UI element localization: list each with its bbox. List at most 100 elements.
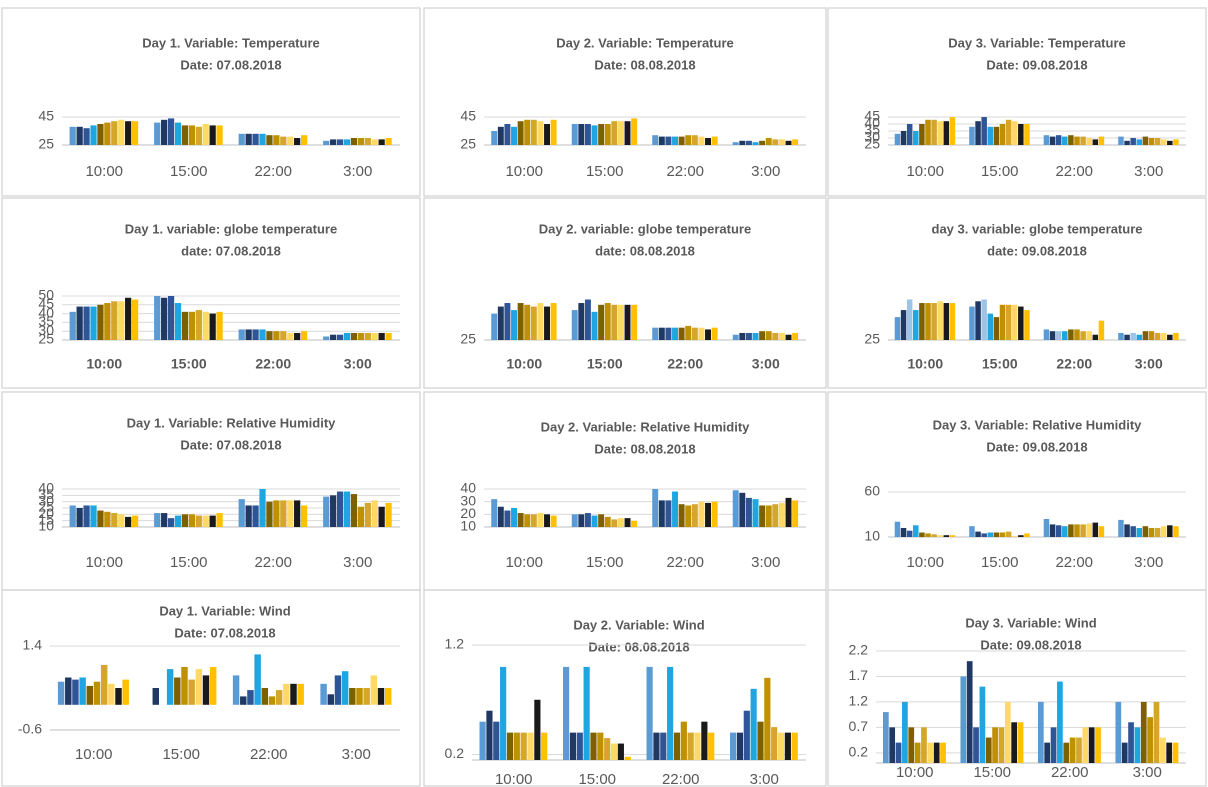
bar xyxy=(739,332,746,340)
bar xyxy=(188,679,195,705)
bar xyxy=(685,325,692,340)
bar xyxy=(357,332,364,340)
bar xyxy=(341,671,349,705)
bar xyxy=(1005,119,1012,145)
bar xyxy=(906,299,913,340)
y-tick-label: 25 xyxy=(38,331,54,347)
bar xyxy=(1173,526,1179,537)
bar xyxy=(1049,136,1056,145)
y-tick-label: 25 xyxy=(460,331,476,347)
bar xyxy=(377,688,385,705)
bar xyxy=(563,666,570,760)
bar xyxy=(1098,136,1105,145)
y-tick-label: 30 xyxy=(460,492,476,508)
bar xyxy=(524,514,531,527)
x-tick-label: 22:00 xyxy=(1056,356,1092,372)
bar xyxy=(118,119,125,145)
bar xyxy=(759,331,766,340)
bar xyxy=(491,131,498,145)
bar xyxy=(597,732,604,760)
bar xyxy=(604,124,611,145)
bar xyxy=(913,131,919,145)
bar xyxy=(1142,136,1149,145)
bar xyxy=(919,532,925,537)
bar xyxy=(69,311,76,340)
bar xyxy=(913,525,919,537)
bar xyxy=(97,124,104,145)
bar xyxy=(280,331,287,340)
y-tick-label: 30 xyxy=(864,129,880,145)
bar xyxy=(1018,535,1024,537)
bar xyxy=(544,306,550,340)
y-tick-label: 40 xyxy=(38,480,54,496)
bar xyxy=(1142,526,1149,537)
bar xyxy=(1134,727,1141,763)
bar xyxy=(506,732,514,760)
bar xyxy=(520,732,527,760)
chart-subtitle: date: 08.08.2018 xyxy=(595,243,695,258)
bar xyxy=(167,118,175,145)
bar xyxy=(100,664,108,705)
bar xyxy=(1062,526,1068,537)
bar xyxy=(1043,135,1050,145)
x-tick-label: 22:00 xyxy=(667,356,703,372)
bar xyxy=(294,138,301,145)
bar xyxy=(925,533,931,537)
bar xyxy=(745,140,752,145)
x-tick-label: 22:00 xyxy=(666,163,704,180)
bar xyxy=(111,121,118,145)
bar xyxy=(791,732,798,760)
x-tick-label: 22:00 xyxy=(254,163,292,180)
bar xyxy=(1160,332,1167,340)
bar xyxy=(517,303,524,340)
bar xyxy=(921,727,927,763)
bar xyxy=(152,688,160,705)
bar xyxy=(1148,331,1155,340)
bar xyxy=(550,515,557,527)
bar xyxy=(1049,524,1056,537)
bar xyxy=(1011,121,1018,145)
bar xyxy=(1128,722,1134,763)
bar xyxy=(732,334,739,340)
x-tick-label: 10:00 xyxy=(85,554,123,571)
chart-subtitle: Date: 09.08.2018 xyxy=(980,637,1081,652)
bar xyxy=(1098,320,1105,340)
bar xyxy=(76,508,83,527)
bar xyxy=(280,500,287,527)
bar xyxy=(764,677,771,760)
bar xyxy=(497,506,504,527)
bar xyxy=(691,135,698,145)
x-tick-label: 3:00 xyxy=(750,771,779,787)
bar xyxy=(960,676,967,763)
bar xyxy=(252,329,259,340)
bar xyxy=(330,495,337,527)
bar xyxy=(1080,136,1086,145)
bar xyxy=(631,520,638,527)
bar xyxy=(591,311,598,340)
bar xyxy=(1153,701,1160,763)
bar xyxy=(993,532,1000,537)
bar xyxy=(584,299,591,340)
bar xyxy=(624,756,631,760)
bar xyxy=(125,297,132,340)
bar xyxy=(544,124,550,145)
bar xyxy=(1076,737,1082,763)
bar xyxy=(698,327,705,340)
chart-subtitle: Date: 07.08.2018 xyxy=(180,57,281,72)
bar xyxy=(705,502,711,527)
y-tick-label: 35 xyxy=(38,486,54,502)
bar xyxy=(611,121,618,145)
bar xyxy=(1136,334,1143,340)
y-tick-label: 30 xyxy=(38,492,54,508)
bar xyxy=(1148,528,1155,537)
bar xyxy=(524,119,531,145)
bar xyxy=(541,732,548,760)
bar xyxy=(195,310,202,340)
bar xyxy=(97,304,104,340)
bar xyxy=(161,297,168,340)
bar xyxy=(1037,701,1044,763)
bar xyxy=(705,138,711,145)
bar xyxy=(759,140,766,145)
bar xyxy=(569,732,577,760)
